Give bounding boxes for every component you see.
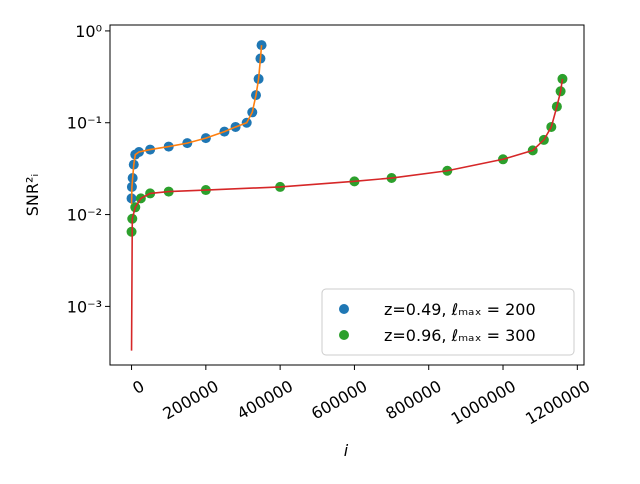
x-tick-label: 200000 <box>159 376 221 423</box>
y-tick-label: 10⁻³ <box>67 297 102 316</box>
fit-line <box>130 45 263 205</box>
y-tick-label: 10⁰ <box>75 22 102 41</box>
x-tick-label: 1200000 <box>522 376 593 428</box>
x-tick-label: 400000 <box>234 376 296 423</box>
x-tick-label: 600000 <box>308 376 370 423</box>
x-tick-label: 0 <box>129 376 147 398</box>
legend-marker <box>339 330 349 340</box>
legend-label: z=0.49, ℓₘₐₓ = 200 <box>384 300 536 319</box>
x-axis-label: i <box>344 441 349 460</box>
x-tick-label: 1000000 <box>448 376 519 428</box>
y-tick-label: 10⁻¹ <box>67 114 102 133</box>
y-axis-label: SNR²ᵢ <box>23 174 42 217</box>
legend-marker <box>339 304 349 314</box>
fit-line <box>130 78 564 351</box>
y-tick-label: 10⁻² <box>67 206 102 225</box>
legend-box <box>321 288 575 356</box>
legend-label: z=0.96, ℓₘₐₓ = 300 <box>384 326 536 345</box>
plot-frame <box>109 24 585 366</box>
x-tick-label: 800000 <box>382 376 444 423</box>
